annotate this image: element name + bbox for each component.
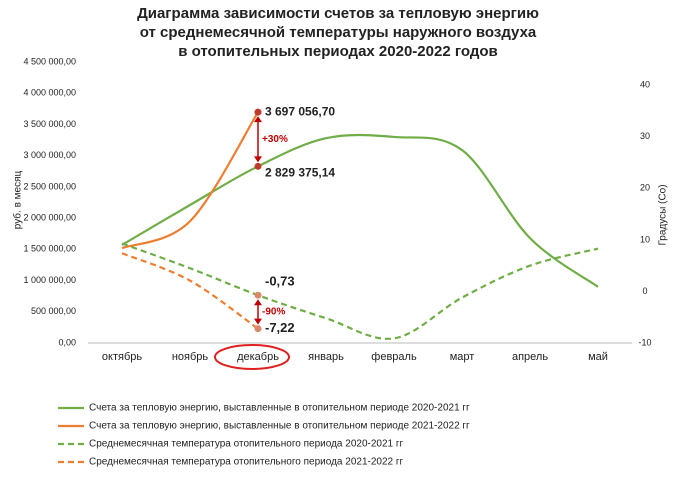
y-tick-label: 500 000,00 (31, 306, 76, 316)
y2-axis-label: Градусы (Со) (658, 184, 669, 245)
y2-tick-label: 40 (640, 80, 650, 90)
y-axis-label: руб. в месяц (12, 170, 24, 229)
series-line (121, 252, 259, 330)
data-label: 2 829 375,14 (265, 165, 335, 179)
series-line (121, 242, 599, 340)
x-tick-label: апрель (512, 351, 548, 363)
point-marker (254, 291, 262, 299)
arrow-head (254, 318, 262, 325)
annotation: -90% (262, 307, 285, 318)
legend-label: Среднемесячная температура отопительного… (89, 457, 404, 468)
legend-label: Счета за тепловую энергию, выставленные … (89, 421, 470, 432)
chart-title: от среднемесячной температуры наружного … (140, 24, 537, 41)
arrow-head (254, 299, 262, 306)
y2-tick-label: 20 (640, 183, 650, 193)
y2-tick-label: 0 (642, 286, 647, 296)
point-marker (254, 162, 262, 170)
arrow-head (254, 156, 262, 163)
y2-tick-label: -10 (638, 337, 651, 347)
legend-label: Счета за тепловую энергию, выставленные … (89, 403, 470, 414)
chart-title: Диаграмма зависимости счетов за тепловую… (137, 5, 539, 22)
data-label: 3 697 056,70 (265, 104, 335, 118)
y-tick-label: 1 000 000,00 (23, 275, 76, 285)
y-tick-label: 3 500 000,00 (23, 119, 76, 129)
annotation: +30% (262, 134, 288, 145)
legend-label: Среднемесячная температура отопительного… (89, 439, 404, 450)
y-tick-label: 0,00 (58, 337, 76, 347)
x-tick-label: октябрь (102, 351, 142, 363)
data-label: -7,22 (265, 320, 295, 335)
y2-tick-label: 30 (640, 131, 650, 141)
x-tick-label: февраль (371, 351, 417, 363)
x-tick-label: январь (308, 351, 344, 363)
series-line (121, 111, 259, 250)
point-marker (254, 325, 262, 333)
highlight-ellipse (214, 344, 290, 370)
x-tick-label: май (588, 351, 608, 363)
data-label: -0,73 (265, 274, 295, 289)
y-tick-label: 1 500 000,00 (23, 244, 76, 254)
y-tick-label: 3 000 000,00 (23, 150, 76, 160)
x-tick-label: март (450, 351, 475, 363)
x-tick-label: декабрь (237, 351, 279, 363)
y-tick-label: 2 500 000,00 (23, 181, 76, 191)
chart-title: в отопительных периодах 2020-2022 годов (178, 43, 498, 60)
series-line (121, 133, 599, 288)
y-tick-label: 4 500 000,00 (23, 56, 76, 66)
point-marker (254, 108, 262, 116)
y-tick-label: 4 000 000,00 (23, 88, 76, 98)
y-tick-label: 2 000 000,00 (23, 212, 76, 222)
arrow-head (254, 116, 262, 123)
x-tick-label: ноябрь (172, 351, 209, 363)
y2-tick-label: 10 (640, 234, 650, 244)
